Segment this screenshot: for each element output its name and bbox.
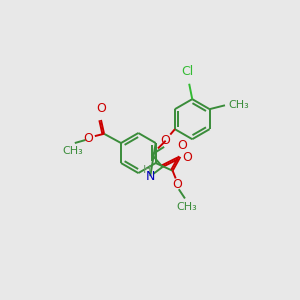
- Text: O: O: [161, 134, 171, 147]
- Text: O: O: [177, 139, 187, 152]
- Text: N: N: [146, 169, 155, 183]
- Text: Cl: Cl: [182, 65, 194, 78]
- Text: O: O: [172, 178, 182, 191]
- Text: CH₃: CH₃: [228, 100, 249, 110]
- Text: O: O: [183, 151, 193, 164]
- Text: O: O: [96, 101, 106, 115]
- Text: CH₃: CH₃: [62, 146, 83, 156]
- Text: H: H: [143, 165, 152, 175]
- Text: CH₃: CH₃: [176, 202, 197, 212]
- Text: O: O: [84, 132, 94, 145]
